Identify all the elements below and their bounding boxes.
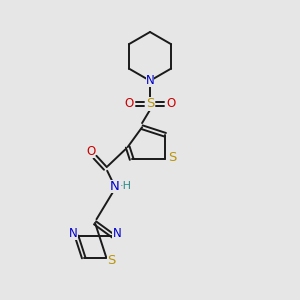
Text: S: S: [168, 151, 176, 164]
Text: O: O: [124, 98, 133, 110]
Text: N: N: [69, 227, 77, 240]
Text: S: S: [146, 98, 154, 110]
Text: N: N: [146, 74, 154, 87]
Text: ·H: ·H: [120, 181, 132, 191]
Text: N: N: [112, 227, 121, 240]
Text: S: S: [107, 254, 116, 267]
Text: N: N: [110, 180, 119, 194]
Text: O: O: [86, 145, 95, 158]
Text: O: O: [167, 98, 176, 110]
